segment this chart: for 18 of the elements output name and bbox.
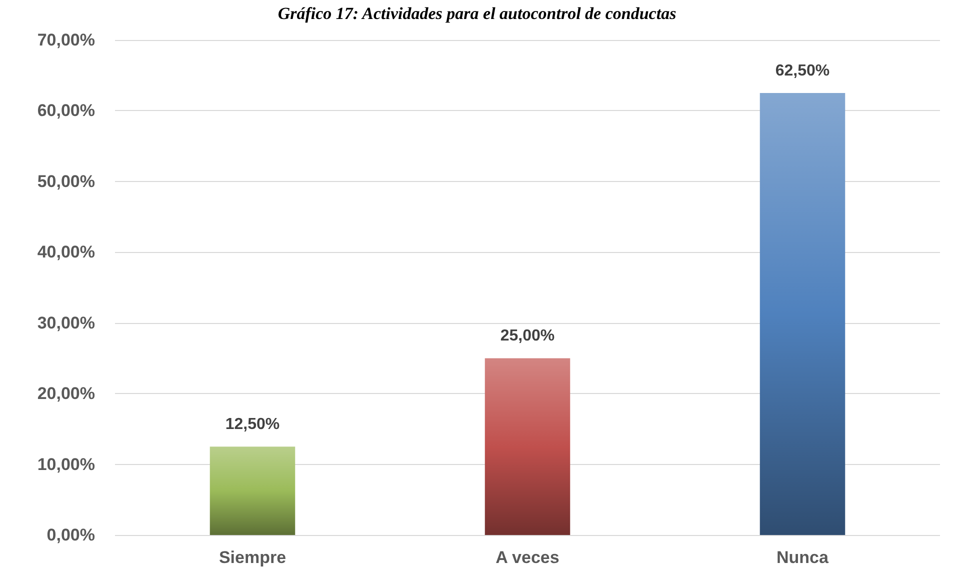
data-label: 62,50% [775, 62, 830, 80]
y-tick-label: 40,00% [37, 242, 95, 262]
y-tick-label: 10,00% [37, 454, 95, 474]
y-tick-label: 60,00% [37, 101, 95, 120]
data-label: 25,00% [500, 328, 555, 345]
x-tick-label: Nunca [776, 548, 830, 567]
x-tick-label: A veces [496, 548, 560, 567]
y-tick-label: 50,00% [37, 172, 95, 191]
x-tick-label: Siempre [218, 548, 286, 567]
bar [760, 93, 846, 535]
bar [210, 446, 296, 535]
y-tick-label: 70,00% [37, 30, 95, 50]
y-tick-label: 20,00% [37, 384, 95, 404]
data-label: 12,50% [225, 416, 280, 434]
chart-title: Gráfico 17: Actividades para el autocontrol de conductas [278, 4, 677, 23]
y-tick-label: 30,00% [37, 313, 95, 332]
y-tick-label: 0,00% [46, 526, 95, 544]
bar [484, 358, 570, 535]
